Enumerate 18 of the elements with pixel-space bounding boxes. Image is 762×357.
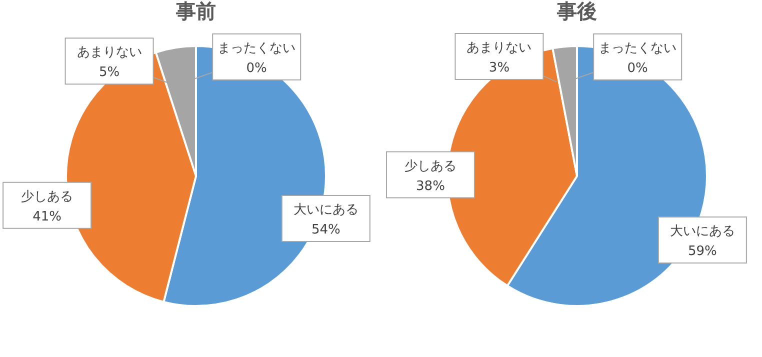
- data-label: 5%: [98, 65, 120, 80]
- slice-label: あまりない: [466, 40, 532, 56]
- chart-title: 事前: [175, 0, 216, 23]
- slice-label: 少しある: [404, 158, 456, 174]
- data-label: 41%: [32, 209, 62, 224]
- slice-label: あまりない: [76, 45, 142, 60]
- data-label: 38%: [416, 178, 445, 194]
- text: 0%: [627, 60, 648, 76]
- slice-label: 大いにある: [293, 202, 358, 218]
- chart-title: 事後: [556, 0, 597, 23]
- data-label: 54%: [311, 222, 340, 238]
- slice-label: 少しある: [21, 189, 74, 204]
- slice-label: 大いにある: [670, 224, 735, 240]
- data-label: 3%: [488, 60, 510, 76]
- text: 0%: [246, 60, 267, 76]
- data-label: 59%: [688, 244, 717, 260]
- category-label: まったくない: [598, 40, 677, 56]
- category-label: まったくない: [218, 40, 296, 56]
